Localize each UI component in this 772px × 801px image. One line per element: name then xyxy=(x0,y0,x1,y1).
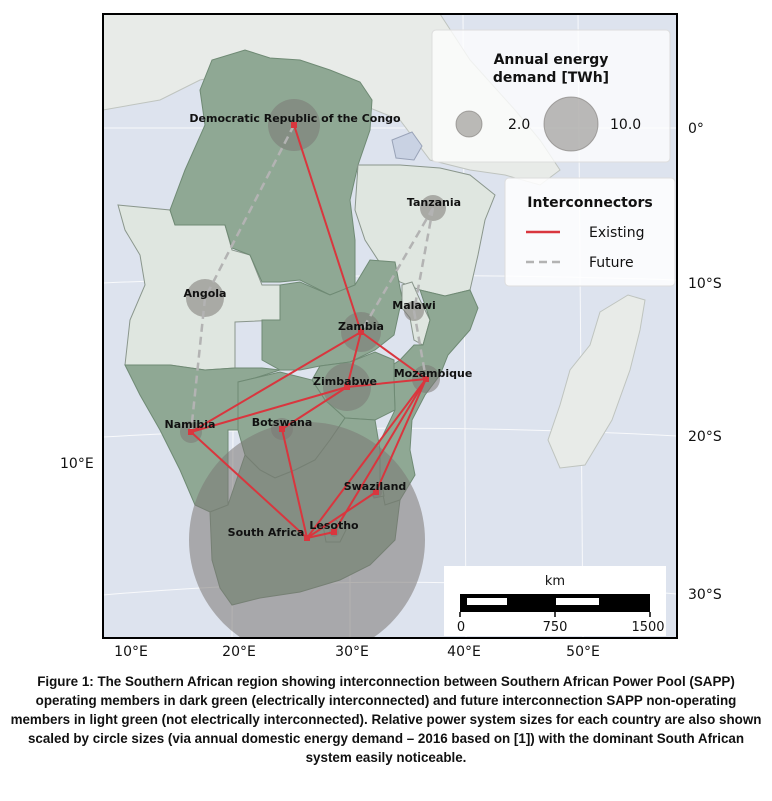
side-lon-label: 10°E xyxy=(60,456,94,472)
legend-bubble-small xyxy=(455,110,483,138)
label-zambia: Zambia xyxy=(338,320,384,333)
existing-line-mozambique-lesotho xyxy=(333,378,427,533)
lon-tick-50e: 50°E xyxy=(566,644,600,660)
scale-bar-outline xyxy=(460,594,650,612)
existing-line-mozambique-south-africa xyxy=(306,378,427,539)
interconnector-lines xyxy=(189,124,435,539)
existing-line-drc-zambia xyxy=(293,124,362,333)
label-swaziland: Swaziland xyxy=(344,480,407,493)
map-frame xyxy=(102,13,678,639)
existing-line-zimbabwe-namibia xyxy=(190,386,348,433)
existing-line-botswana-south-africa xyxy=(281,428,308,539)
lon-tick-10e: 10°E xyxy=(114,644,148,660)
lat-tick-20s: 20°S xyxy=(688,429,722,445)
label-south-africa: South Africa xyxy=(228,526,305,539)
lat-tick-0: 0° xyxy=(688,121,704,137)
node-zambia xyxy=(358,329,364,335)
future-line-drc-angola xyxy=(203,124,296,299)
node-markers xyxy=(188,122,429,541)
future-line-tanzania-zambia xyxy=(359,207,435,333)
existing-line-zambia-namibia xyxy=(190,331,362,433)
map-figure: Democratic Republic of the Congo Tanzani… xyxy=(60,13,722,660)
scale-unit: km xyxy=(545,574,565,589)
lon-tick-20e: 20°E xyxy=(222,644,256,660)
figure-caption: Figure 1: The Southern African region sh… xyxy=(10,674,762,765)
scale-bar-segment-2 xyxy=(556,598,599,605)
lake-victoria xyxy=(391,131,423,161)
energy-legend-title-1: Annual energy xyxy=(494,52,609,68)
node-drc xyxy=(291,122,297,128)
scale-label-1500: 1500 xyxy=(631,620,664,635)
label-tanzania: Tanzania xyxy=(407,196,461,209)
lon-tick-40e: 40°E xyxy=(447,644,481,660)
interconnector-legend: Interconnectors Existing Future xyxy=(504,177,676,287)
node-namibia xyxy=(188,429,194,435)
node-mozambique xyxy=(423,376,429,382)
energy-legend-box xyxy=(431,29,671,163)
existing-line-zimbabwe-botswana xyxy=(281,386,348,430)
existing-line-lesotho-south-africa xyxy=(306,531,335,539)
label-malawi: Malawi xyxy=(392,299,436,312)
node-lesotho xyxy=(331,529,337,535)
label-zimbabwe: Zimbabwe xyxy=(313,375,377,388)
legend-small-label: 2.0 xyxy=(508,117,530,133)
demand-bubble-south-africa xyxy=(189,422,425,638)
scale-label-0: 0 xyxy=(457,620,465,635)
label-botswana: Botswana xyxy=(252,416,313,429)
existing-line-namibia-south-africa xyxy=(190,431,308,539)
existing-line-zambia-zimbabwe xyxy=(346,331,362,388)
scale-bar: km 0 750 1500 xyxy=(444,566,666,636)
legend-existing-label: Existing xyxy=(589,225,644,241)
line-legend-box xyxy=(504,177,676,287)
future-line-malawi-mozambique xyxy=(412,310,428,380)
label-drc: Democratic Republic of the Congo xyxy=(189,112,401,125)
legend-future-label: Future xyxy=(589,255,634,271)
legend-large-label: 10.0 xyxy=(610,117,641,133)
energy-legend-title-2: demand [TWh] xyxy=(493,70,609,86)
madagascar xyxy=(547,294,646,469)
existing-line-zambia-mozambique xyxy=(360,331,427,380)
longitude-ticks: 10°E 20°E 30°E 40°E 50°E xyxy=(114,644,600,660)
latitude-ticks: 0° 10°S 20°S 30°S xyxy=(688,121,722,603)
existing-line-swaziland-south-africa xyxy=(306,491,377,539)
future-line-angola-namibia xyxy=(189,297,207,433)
label-mozambique: Mozambique xyxy=(394,367,473,380)
legend-bubble-large xyxy=(543,96,599,152)
node-south-africa xyxy=(304,535,310,541)
existing-line-mozambique-swaziland xyxy=(375,378,427,493)
line-legend-title: Interconnectors xyxy=(527,195,652,211)
energy-demand-legend: Annual energy demand [TWh] 2.0 10.0 xyxy=(431,29,671,163)
label-angola: Angola xyxy=(184,287,227,300)
label-lesotho: Lesotho xyxy=(309,519,359,532)
label-namibia: Namibia xyxy=(165,418,216,431)
node-botswana xyxy=(279,426,285,432)
scale-label-750: 750 xyxy=(543,620,568,635)
node-swaziland xyxy=(373,489,379,495)
country-labels: Democratic Republic of the Congo Tanzani… xyxy=(165,112,473,539)
future-line-tanzania-malawi xyxy=(412,207,435,312)
lon-tick-30e: 30°E xyxy=(335,644,369,660)
lat-tick-30s: 30°S xyxy=(688,587,722,603)
lat-tick-10s: 10°S xyxy=(688,276,722,292)
scale-bar-segment-1 xyxy=(467,598,507,605)
node-zimbabwe xyxy=(344,384,350,390)
existing-line-zimbabwe-mozambique xyxy=(346,378,427,388)
